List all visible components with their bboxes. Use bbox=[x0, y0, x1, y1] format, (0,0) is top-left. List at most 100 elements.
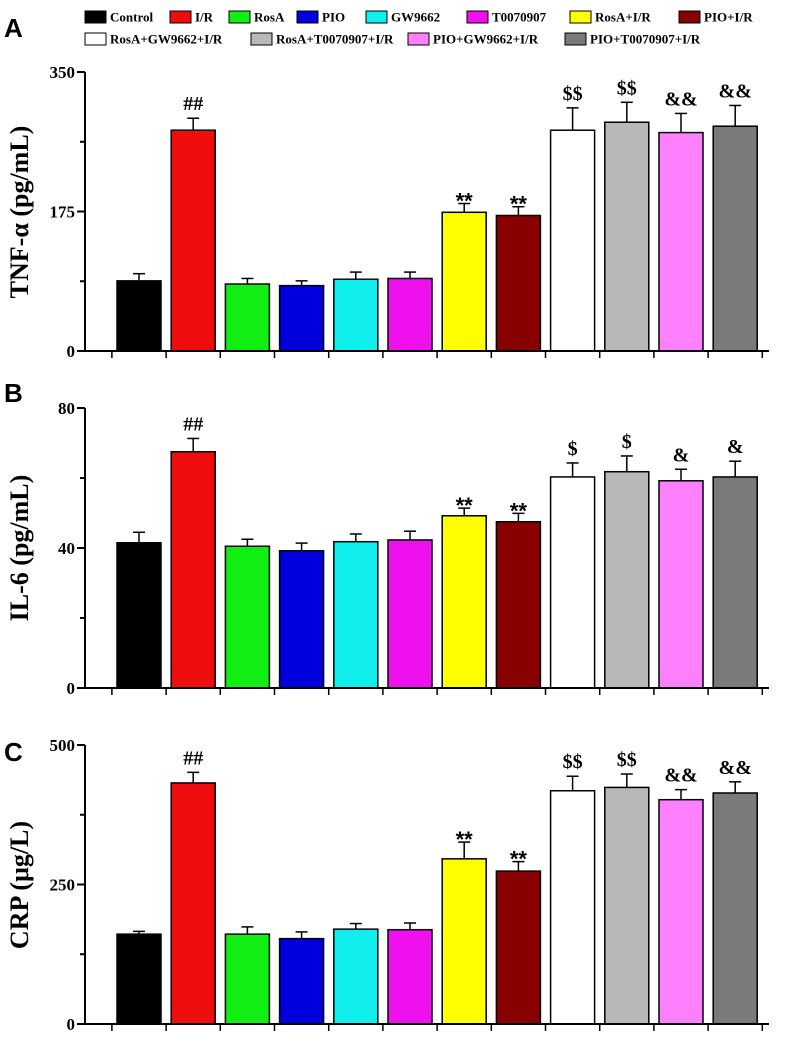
bar-rosa-i-r bbox=[441, 515, 487, 689]
significance-label-rosa-gw9662-i-r: $$ bbox=[563, 83, 583, 105]
legend-swatch-pio-t0070907-i-r bbox=[564, 32, 587, 46]
significance-label-pio-t0070907-i-r: && bbox=[719, 80, 752, 102]
y-tick-label: 40 bbox=[58, 539, 75, 558]
legend-label-pio: PIO bbox=[322, 10, 345, 25]
bar-control bbox=[116, 933, 162, 1025]
bar-t0070907 bbox=[387, 277, 433, 352]
bar-control bbox=[116, 542, 162, 689]
legend-swatch-t0070907 bbox=[466, 10, 489, 24]
bar-control bbox=[116, 280, 162, 352]
bar-pio-i-r bbox=[495, 214, 542, 352]
bar-gw9662 bbox=[333, 540, 379, 689]
significance-label-rosa-i-r: ** bbox=[456, 493, 474, 518]
significance-label-pio-gw9662-i-r: & bbox=[673, 444, 690, 466]
significance-label-rosa-t0070907-i-r: $ bbox=[622, 431, 632, 453]
y-tick-label: 0 bbox=[67, 342, 76, 361]
legend-label-rosa-gw9662-i-r: RosA+GW9662+I/R bbox=[110, 32, 223, 47]
y-tick-label: 250 bbox=[50, 876, 76, 895]
y-tick-label: 80 bbox=[58, 399, 75, 418]
bar-i-r bbox=[170, 451, 216, 689]
bar-pio-gw9662-i-r bbox=[658, 131, 704, 352]
y-axis-label: IL-6 (pg/mL) bbox=[5, 475, 34, 622]
panel-letter-b: B bbox=[4, 378, 23, 408]
legend-swatch-rosa bbox=[228, 10, 251, 24]
legend-label-pio-i-r: PIO+I/R bbox=[704, 10, 753, 25]
bar-rosa-t0070907-i-r bbox=[604, 786, 650, 1025]
bar-pio-i-r bbox=[495, 870, 542, 1025]
bar-rosa bbox=[224, 933, 271, 1025]
legend-swatch-rosa-i-r bbox=[569, 10, 592, 24]
legend-swatch-gw9662 bbox=[365, 10, 388, 24]
y-tick-label: 175 bbox=[50, 203, 76, 222]
bar-pio-t0070907-i-r bbox=[712, 476, 758, 689]
significance-label-rosa-i-r: ** bbox=[456, 189, 474, 214]
legend: Control I/R RosA PIO GW9662 T0070907 RosA+I/R P… bbox=[84, 10, 753, 47]
significance-label-pio-gw9662-i-r: && bbox=[664, 765, 697, 787]
y-tick-label: 0 bbox=[67, 679, 76, 698]
significance-label-rosa-t0070907-i-r: $$ bbox=[617, 749, 637, 771]
legend-swatch-pio-gw9662-i-r bbox=[407, 32, 430, 46]
y-tick-label: 0 bbox=[67, 1015, 76, 1034]
bar-gw9662 bbox=[333, 278, 379, 352]
bar-pio-t0070907-i-r bbox=[712, 792, 758, 1025]
bar-rosa-t0070907-i-r bbox=[604, 121, 650, 352]
bar-rosa-gw9662-i-r bbox=[549, 476, 596, 689]
significance-label-i-r: ## bbox=[183, 93, 203, 115]
significance-label-pio-i-r: ** bbox=[510, 192, 528, 217]
legend-label-gw9662: GW9662 bbox=[391, 10, 440, 25]
significance-label-rosa-i-r: ** bbox=[456, 827, 474, 852]
legend-label-rosa-t0070907-i-r: RosA+T0070907+I/R bbox=[276, 32, 394, 47]
significance-label-pio-gw9662-i-r: && bbox=[664, 88, 697, 110]
legend-label-control: Control bbox=[110, 10, 153, 25]
legend-swatch-pio-i-r bbox=[678, 10, 701, 24]
y-tick-label: 350 bbox=[50, 63, 76, 82]
bar-gw9662 bbox=[333, 928, 379, 1025]
bar-rosa-i-r bbox=[441, 858, 487, 1025]
significance-label-rosa-t0070907-i-r: $$ bbox=[617, 77, 637, 99]
y-axis-label: CRP (μg/L) bbox=[5, 821, 34, 949]
significance-label-rosa-gw9662-i-r: $ bbox=[568, 438, 578, 460]
bar-t0070907 bbox=[387, 539, 433, 689]
legend-swatch-rosa-gw9662-i-r bbox=[84, 32, 107, 46]
bar-t0070907 bbox=[387, 928, 433, 1025]
significance-label-pio-i-r: ** bbox=[510, 847, 528, 872]
legend-label-pio-gw9662-i-r: PIO+GW9662+I/R bbox=[433, 32, 539, 47]
bar-pio-i-r bbox=[495, 521, 542, 689]
y-tick-label: 500 bbox=[50, 736, 76, 755]
legend-label-i-r: I/R bbox=[195, 10, 214, 25]
panel-c: C CRP (μg/L) ## ** ** $$ $$ && && 0 250 500 bbox=[4, 736, 769, 1034]
legend-label-t0070907: T0070907 bbox=[492, 10, 547, 25]
legend-label-rosa: RosA bbox=[254, 10, 285, 25]
bar-pio-gw9662-i-r bbox=[658, 480, 704, 689]
significance-label-i-r: ## bbox=[183, 747, 203, 769]
bar-rosa-t0070907-i-r bbox=[604, 470, 650, 689]
legend-swatch-i-r bbox=[169, 10, 192, 24]
panel-letter-a: A bbox=[4, 13, 23, 43]
significance-label-pio-t0070907-i-r: & bbox=[727, 436, 744, 458]
bar-pio-gw9662-i-r bbox=[658, 798, 704, 1025]
significance-label-rosa-gw9662-i-r: $$ bbox=[563, 751, 583, 773]
legend-swatch-control bbox=[84, 10, 107, 24]
bar-i-r bbox=[170, 129, 216, 352]
bar-pio bbox=[278, 284, 325, 352]
legend-swatch-pio bbox=[296, 10, 319, 24]
legend-label-rosa-i-r: RosA+I/R bbox=[595, 10, 651, 25]
panel-a: A TNF-α (pg/mL) ## ** ** $$ $$ && && 0 175 350 bbox=[4, 13, 769, 361]
bar-rosa bbox=[224, 545, 271, 689]
bar-rosa-gw9662-i-r bbox=[549, 790, 596, 1025]
legend-swatch-rosa-t0070907-i-r bbox=[250, 32, 273, 46]
bar-pio-t0070907-i-r bbox=[712, 125, 758, 352]
legend-label-pio-t0070907-i-r: PIO+T0070907+I/R bbox=[590, 32, 701, 47]
bar-pio bbox=[278, 550, 325, 689]
bar-i-r bbox=[170, 782, 216, 1025]
bar-rosa-i-r bbox=[441, 211, 487, 352]
panel-b: B IL-6 (pg/mL) ## ** ** $ $ & & 0 40 80 bbox=[4, 378, 769, 698]
significance-label-i-r: ## bbox=[183, 413, 203, 435]
bar-pio bbox=[278, 937, 325, 1025]
y-axis-label: TNF-α (pg/mL) bbox=[5, 126, 34, 299]
bar-rosa bbox=[224, 283, 271, 352]
bar-rosa-gw9662-i-r bbox=[549, 129, 596, 352]
